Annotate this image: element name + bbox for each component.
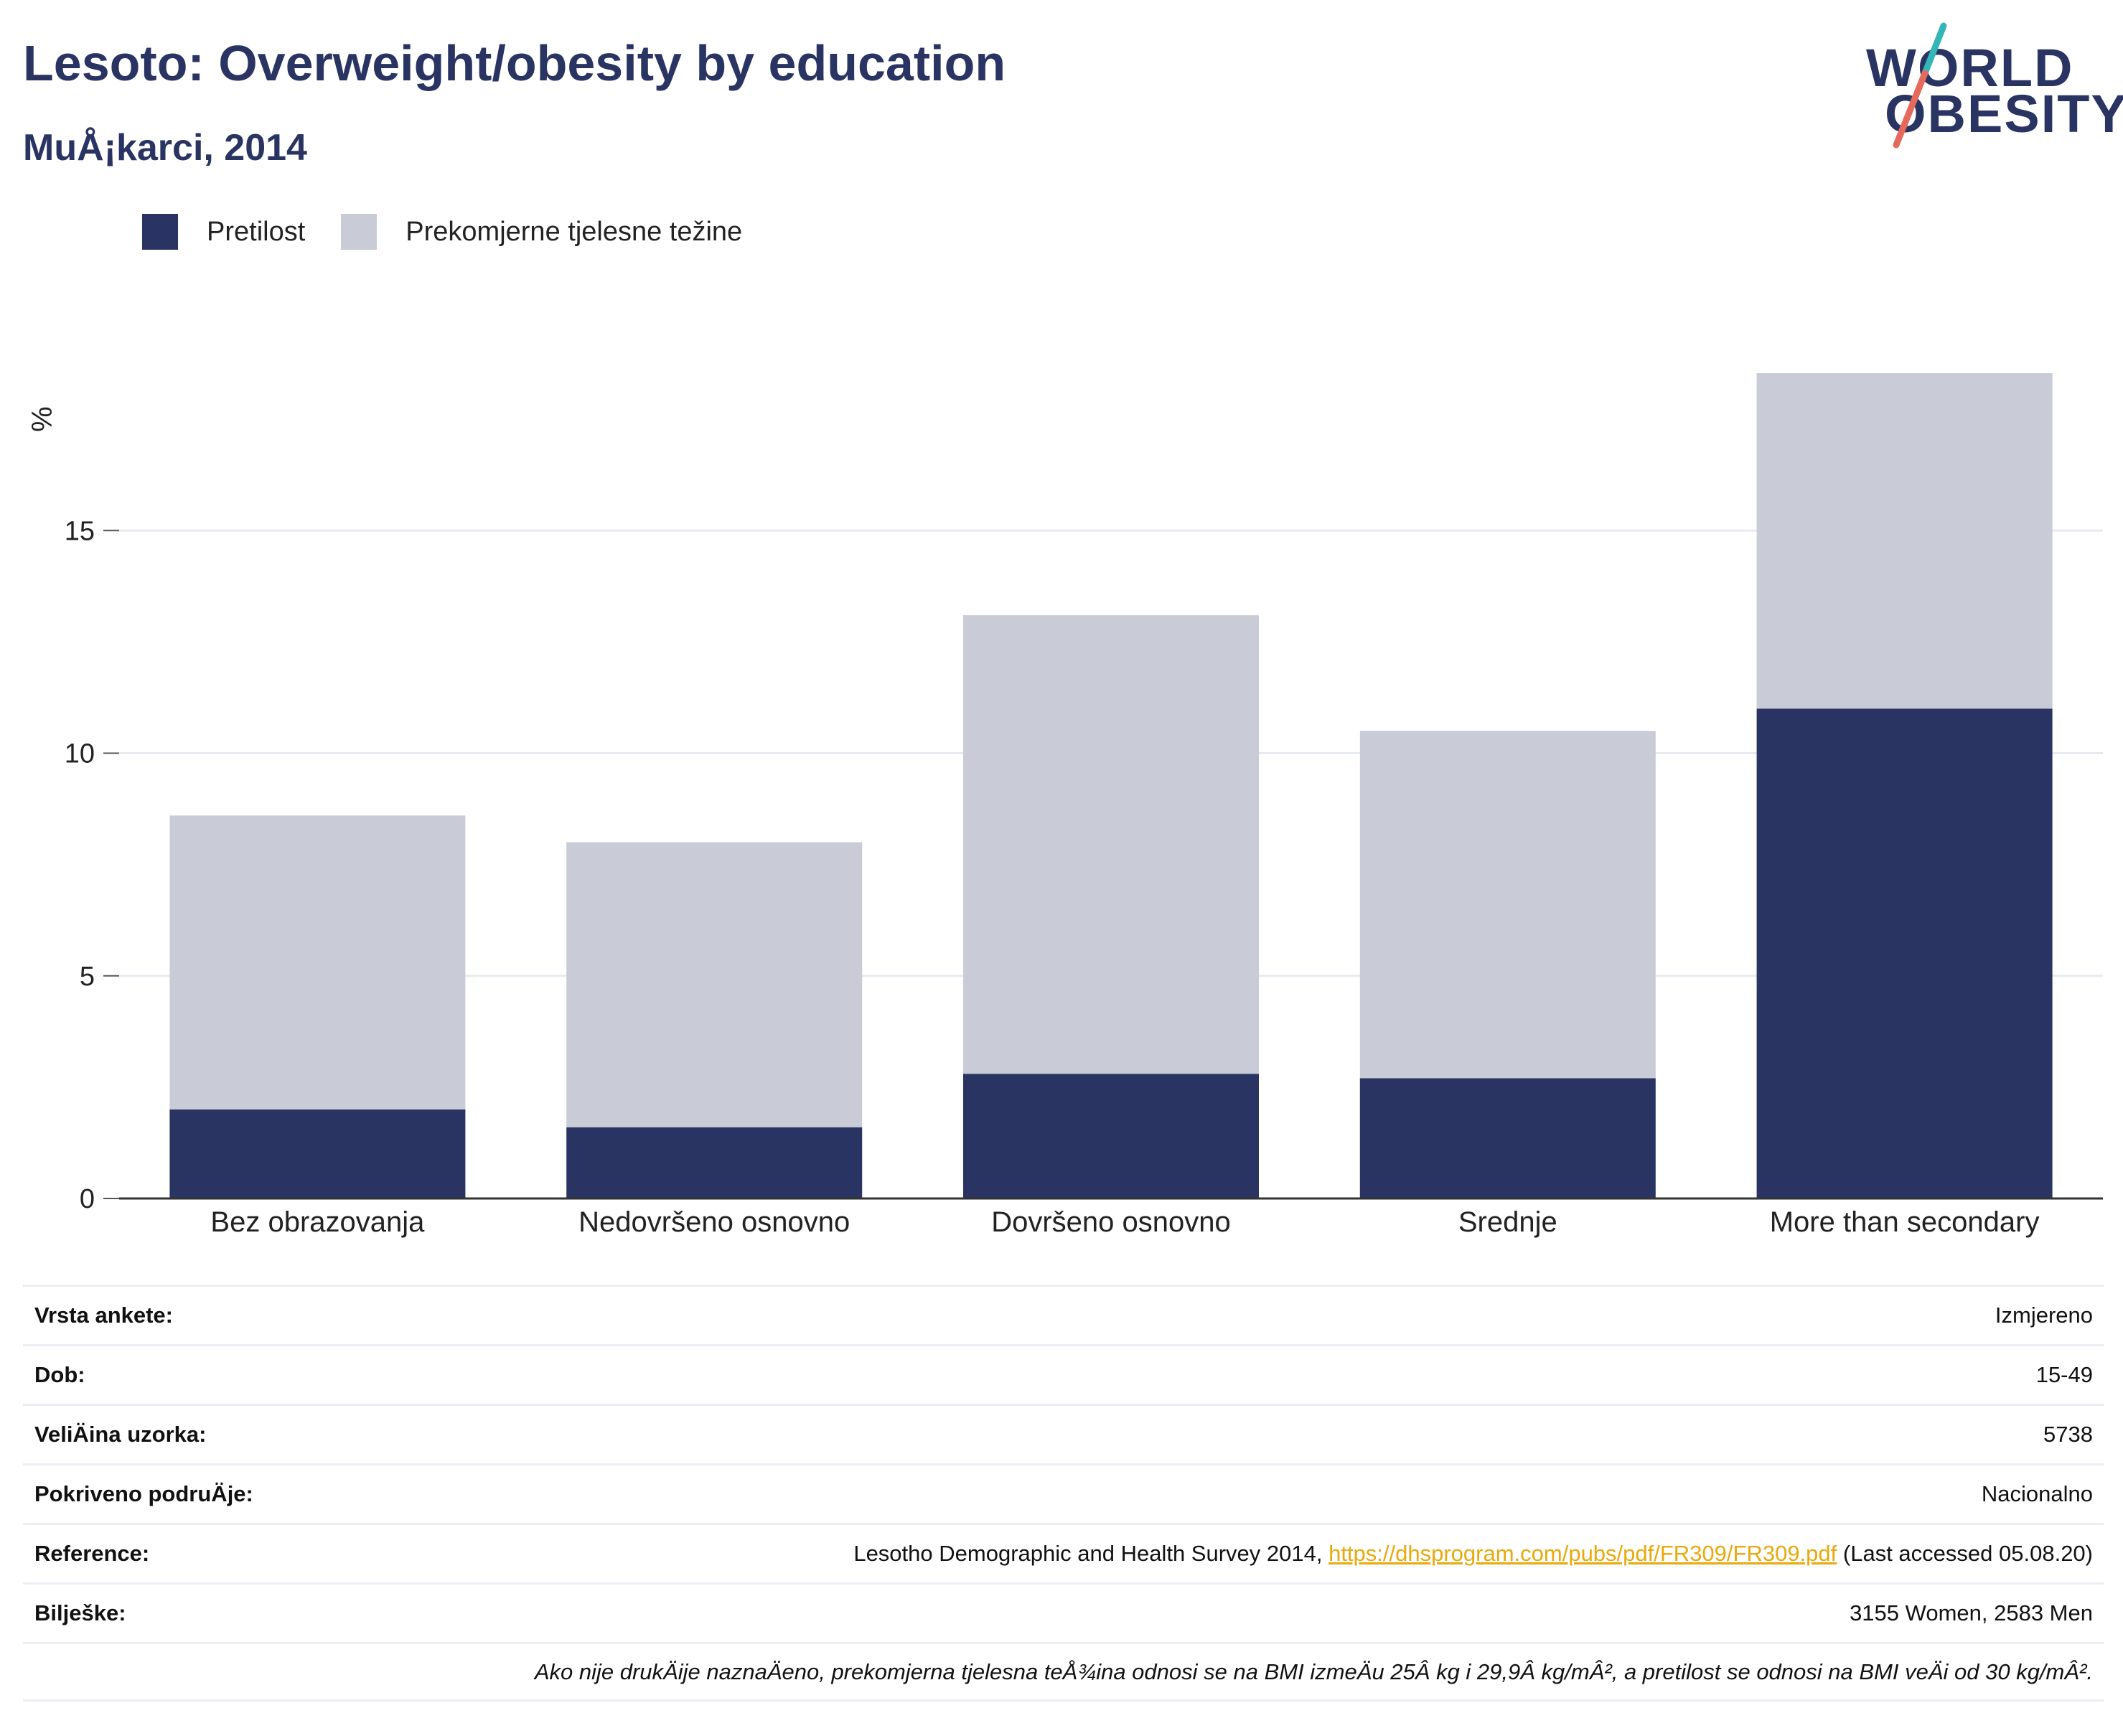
chart-subtitle: MuÅ¡karci, 2014 [23,127,307,169]
bar-obesity [1756,708,2053,1198]
world-obesity-logo: WORLD OBESITY [1866,22,2123,151]
footnote: Ako nije drukÄije naznaÄeno, prekomjerna… [534,1658,2093,1684]
y-tick-label: 10 [65,739,95,769]
info-row-area-covered: Pokriveno podruÄje: Nacionalno [23,1463,2104,1523]
info-label: VeliÄina uzorka: [34,1422,207,1447]
logo-line-world: WORLD [1866,38,2074,98]
info-value: 15-49 [2035,1362,2093,1387]
info-label: Reference: [34,1541,150,1566]
x-tick-label: More than secondary [1770,1206,2040,1238]
bar-obesity [566,1127,863,1198]
y-tick-label: 0 [80,1184,95,1214]
legend-label-obesity: Pretilost [207,216,306,247]
info-value: 5738 [2043,1422,2093,1447]
legend-swatch-overweight [341,214,378,250]
info-row-footnote: Ako nije drukÄije naznaÄeno, prekomjerna… [23,1642,2104,1702]
survey-info-table: Vrsta ankete: Izmjereno Dob: 15-49 VeliÄ… [23,1285,2104,1702]
bar-chart: 05101520253035%Bez obrazovanjaNedovršeno… [27,373,2103,1238]
logo-slash-icon [1893,22,1947,149]
info-row-sample-size: VeliÄina uzorka: 5738 [23,1404,2104,1463]
info-row-notes: Bilješke: 3155 Women, 2583 Men [23,1582,2104,1642]
legend-item-obesity[interactable]: Pretilost [142,214,305,250]
bar-overweight [566,842,863,1127]
legend-swatch-obesity [142,214,178,250]
y-tick-label: 5 [80,962,95,992]
bar-overweight [963,615,1259,1074]
logo-line-obesity: OBESITY [1885,84,2123,144]
bar-overweight [1756,373,2053,709]
info-label: Dob: [34,1362,85,1387]
legend-item-overweight[interactable]: Prekomjerne tjelesne težine [341,214,742,250]
y-tick-label: 15 [65,516,95,546]
info-value: Izmjereno [1995,1303,2093,1328]
info-label: Bilješke: [34,1600,126,1625]
info-label: Vrsta ankete: [34,1303,173,1328]
bar-obesity [963,1074,1259,1198]
bar-obesity [169,1109,466,1198]
chart-title: Lesoto: Overweight/obesity by education [23,35,1006,91]
bar-overweight [169,815,466,1109]
x-tick-label: Srednje [1458,1206,1557,1238]
info-label: Pokriveno podruÄje: [34,1481,253,1506]
y-axis-label: % [27,406,58,432]
reference-value: Lesotho Demographic and Health Survey 20… [853,1541,2093,1567]
bar-obesity [1359,1078,1656,1198]
info-row-age: Dob: 15-49 [23,1344,2104,1404]
bar-overweight [1359,731,1656,1079]
chart-legend: Pretilost Prekomjerne tjelesne težine [142,214,778,250]
x-tick-label: Dovršeno osnovno [991,1206,1231,1238]
info-value: Nacionalno [1981,1481,2093,1506]
info-row-reference: Reference: Lesotho Demographic and Healt… [23,1523,2104,1582]
x-tick-label: Bez obrazovanja [210,1206,425,1238]
legend-label-overweight: Prekomjerne tjelesne težine [406,216,743,247]
reference-accessed: (Last accessed 05.08.20) [1837,1541,2093,1566]
reference-text: Lesotho Demographic and Health Survey 20… [853,1541,1329,1566]
info-row-survey-type: Vrsta ankete: Izmjereno [23,1285,2104,1344]
x-tick-label: Nedovršeno osnovno [578,1206,850,1238]
info-value: 3155 Women, 2583 Men [1850,1600,2093,1625]
reference-link[interactable]: https://dhsprogram.com/pubs/pdf/FR309/FR… [1328,1541,1837,1566]
